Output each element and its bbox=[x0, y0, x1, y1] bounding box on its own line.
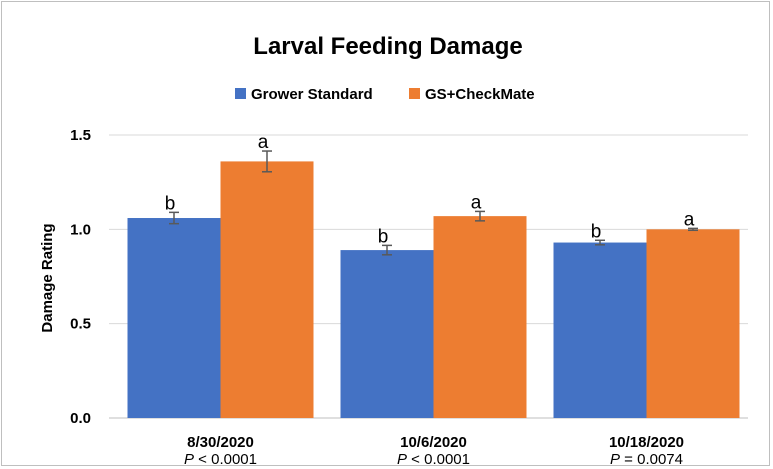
significance-letter: a bbox=[258, 132, 269, 153]
significance-letter: a bbox=[684, 209, 695, 230]
legend-label-grower-standard: Grower Standard bbox=[251, 86, 373, 103]
bar bbox=[433, 216, 527, 418]
chart-title: Larval Feeding Damage bbox=[253, 33, 522, 60]
bars: b a b a b a bbox=[127, 132, 740, 418]
legend-swatch-grower-standard bbox=[235, 88, 246, 99]
p-value-label: P < 0.0001 bbox=[397, 451, 470, 467]
bar bbox=[220, 161, 314, 418]
significance-letter: a bbox=[471, 192, 482, 213]
legend-swatch-gs-checkmate bbox=[409, 88, 420, 99]
y-axis-label: Damage Rating bbox=[39, 223, 56, 332]
p-value-label: P = 0.0074 bbox=[610, 451, 683, 467]
bar bbox=[340, 250, 434, 418]
y-tick-labels: 0.0 0.5 1.0 1.5 bbox=[70, 127, 91, 427]
y-tick-label: 0.5 bbox=[70, 316, 91, 333]
significance-letter: b bbox=[165, 193, 176, 214]
significance-letter: b bbox=[591, 221, 602, 242]
y-tick-label: 1.0 bbox=[70, 221, 91, 238]
bar bbox=[646, 229, 740, 418]
significance-letter: b bbox=[378, 226, 389, 247]
legend: Grower Standard GS+CheckMate bbox=[235, 86, 535, 103]
x-tick-label: 10/6/2020 bbox=[400, 434, 467, 451]
y-tick-label: 1.5 bbox=[70, 127, 91, 144]
bar bbox=[553, 242, 647, 418]
x-tick-label: 10/18/2020 bbox=[609, 434, 684, 451]
y-tick-label: 0.0 bbox=[70, 410, 91, 427]
legend-label-gs-checkmate: GS+CheckMate bbox=[425, 86, 535, 103]
bar bbox=[127, 218, 221, 418]
p-value-label: P < 0.0001 bbox=[184, 451, 257, 467]
x-tick-label: 8/30/2020 bbox=[187, 434, 254, 451]
